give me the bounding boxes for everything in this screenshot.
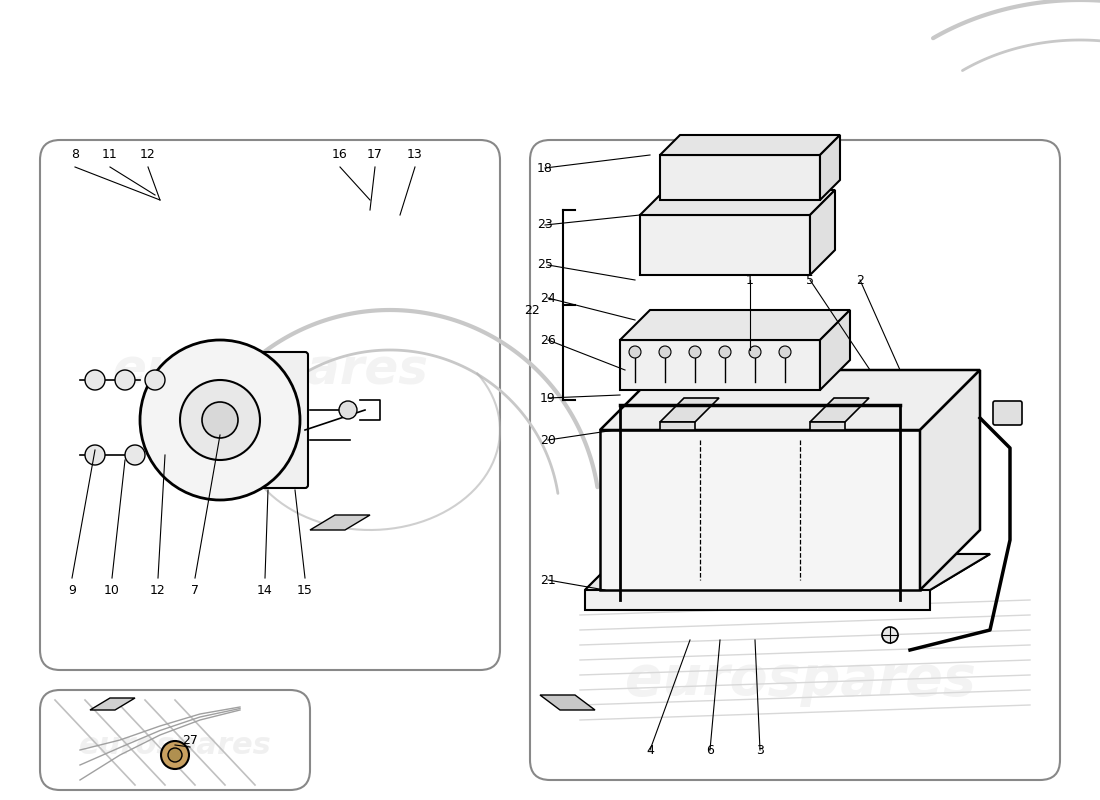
FancyBboxPatch shape xyxy=(530,140,1060,780)
Text: 15: 15 xyxy=(297,583,312,597)
Polygon shape xyxy=(640,190,835,215)
Polygon shape xyxy=(810,190,835,275)
Circle shape xyxy=(125,445,145,465)
Polygon shape xyxy=(310,515,370,530)
Polygon shape xyxy=(660,155,820,200)
Text: 13: 13 xyxy=(407,149,422,162)
Text: 3: 3 xyxy=(756,743,763,757)
Circle shape xyxy=(339,401,358,419)
Text: 12: 12 xyxy=(150,583,166,597)
Text: 23: 23 xyxy=(537,218,553,231)
Text: 9: 9 xyxy=(68,583,76,597)
Text: 14: 14 xyxy=(257,583,273,597)
FancyBboxPatch shape xyxy=(40,690,310,790)
Polygon shape xyxy=(820,310,850,390)
Text: 18: 18 xyxy=(537,162,553,174)
Text: 24: 24 xyxy=(540,291,556,305)
Polygon shape xyxy=(585,554,990,590)
Polygon shape xyxy=(810,398,869,422)
Circle shape xyxy=(749,346,761,358)
Polygon shape xyxy=(600,430,920,590)
Circle shape xyxy=(116,370,135,390)
Polygon shape xyxy=(810,422,845,430)
Text: eurospares: eurospares xyxy=(625,653,976,707)
Text: eurospares: eurospares xyxy=(78,730,272,759)
Text: 12: 12 xyxy=(140,149,156,162)
Text: 20: 20 xyxy=(540,434,556,446)
Circle shape xyxy=(180,380,260,460)
Text: 7: 7 xyxy=(191,583,199,597)
FancyBboxPatch shape xyxy=(993,401,1022,425)
Polygon shape xyxy=(620,340,820,390)
Circle shape xyxy=(85,445,104,465)
FancyBboxPatch shape xyxy=(207,352,308,488)
Circle shape xyxy=(140,340,300,500)
Text: 10: 10 xyxy=(104,583,120,597)
Polygon shape xyxy=(820,135,840,200)
Circle shape xyxy=(85,370,104,390)
Circle shape xyxy=(779,346,791,358)
Text: 21: 21 xyxy=(540,574,556,586)
Polygon shape xyxy=(620,310,850,340)
Text: 11: 11 xyxy=(102,149,118,162)
Polygon shape xyxy=(660,422,695,430)
Text: 4: 4 xyxy=(646,743,653,757)
Polygon shape xyxy=(660,398,719,422)
Text: 17: 17 xyxy=(367,149,383,162)
Text: 27: 27 xyxy=(183,734,198,746)
Polygon shape xyxy=(920,370,980,590)
Polygon shape xyxy=(600,370,980,430)
Circle shape xyxy=(168,748,182,762)
Circle shape xyxy=(882,627,898,643)
FancyBboxPatch shape xyxy=(40,140,500,670)
Text: 5: 5 xyxy=(806,274,814,286)
Circle shape xyxy=(719,346,732,358)
Text: 26: 26 xyxy=(540,334,556,346)
Text: eurospares: eurospares xyxy=(112,346,428,394)
Polygon shape xyxy=(540,695,595,710)
Text: 6: 6 xyxy=(706,743,714,757)
Circle shape xyxy=(202,402,238,438)
Circle shape xyxy=(145,370,165,390)
Text: 19: 19 xyxy=(540,391,556,405)
Polygon shape xyxy=(585,554,990,610)
Circle shape xyxy=(161,741,189,769)
Polygon shape xyxy=(660,135,840,155)
Text: 16: 16 xyxy=(332,149,348,162)
Text: 2: 2 xyxy=(856,274,864,286)
Circle shape xyxy=(629,346,641,358)
Text: 22: 22 xyxy=(524,303,540,317)
Polygon shape xyxy=(90,698,135,710)
Circle shape xyxy=(689,346,701,358)
Polygon shape xyxy=(640,215,810,275)
Text: 1: 1 xyxy=(746,274,754,286)
Text: 25: 25 xyxy=(537,258,553,271)
Text: 8: 8 xyxy=(72,149,79,162)
Circle shape xyxy=(659,346,671,358)
